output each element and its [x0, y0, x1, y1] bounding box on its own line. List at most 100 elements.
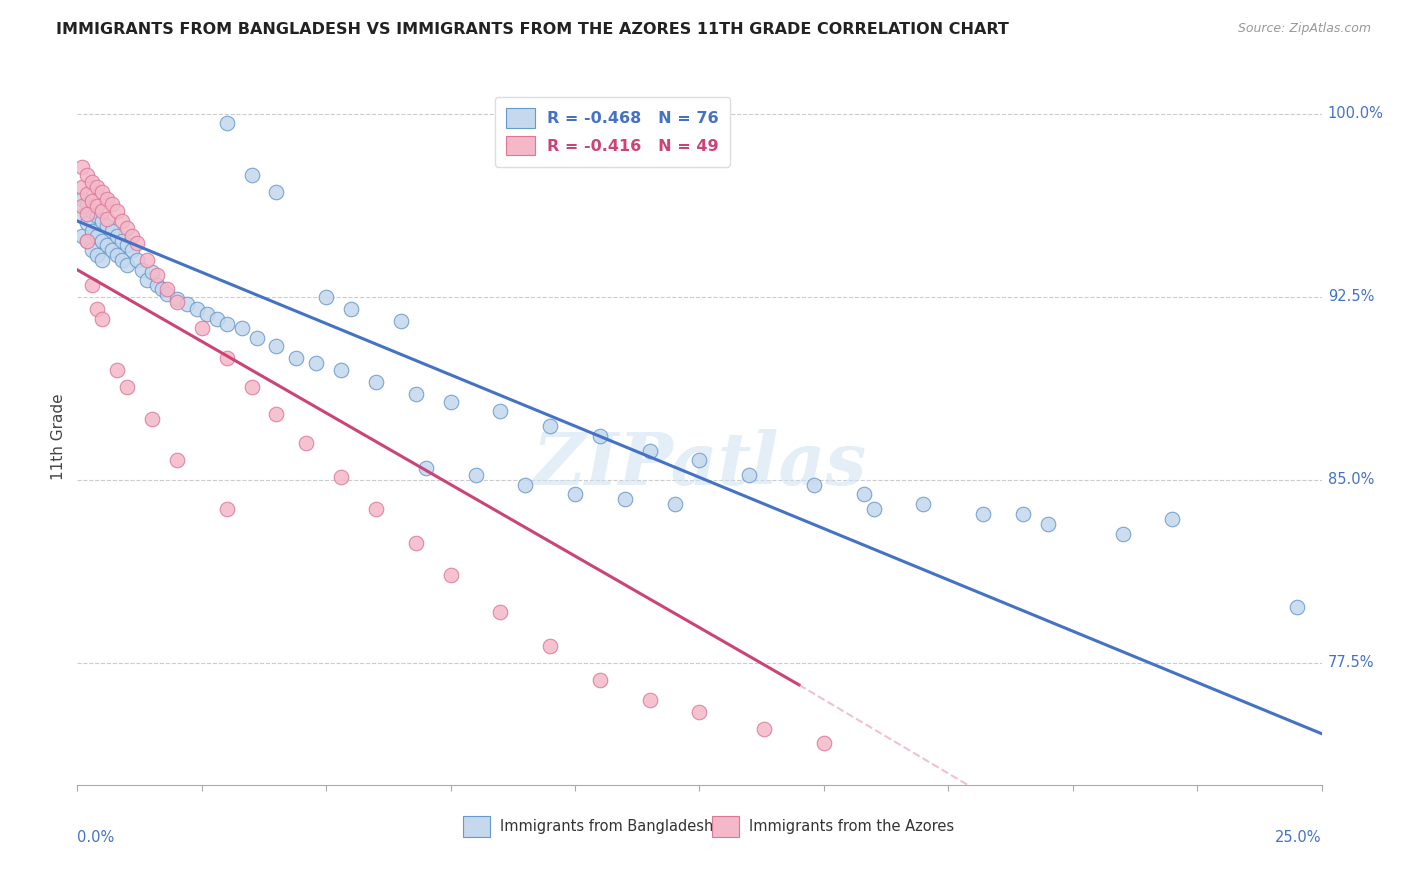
Point [638, 443, 661, 458]
Point [86, 301, 108, 316]
Point [364, 375, 387, 389]
Point [315, 290, 337, 304]
Point [105, 228, 128, 243]
Text: 25.0%: 25.0% [1275, 830, 1322, 846]
Point [125, 235, 148, 250]
Point [803, 477, 825, 491]
Point [125, 253, 148, 268]
Point [136, 272, 159, 286]
Point [215, 317, 238, 331]
Point [82, 194, 104, 209]
Point [166, 292, 188, 306]
Point [131, 263, 153, 277]
Point [76, 197, 98, 211]
Point [266, 185, 288, 199]
Point [215, 116, 238, 130]
Point [538, 419, 561, 434]
Text: 77.5%: 77.5% [1327, 656, 1374, 671]
Point [1161, 512, 1184, 526]
Point [489, 404, 512, 418]
Point [115, 238, 138, 252]
Point [72, 179, 94, 194]
Point [91, 311, 114, 326]
Text: 0.0%: 0.0% [77, 830, 114, 846]
Y-axis label: 11th Grade: 11th Grade [51, 393, 66, 481]
Point [146, 268, 169, 282]
Text: IMMIGRANTS FROM BANGLADESH VS IMMIGRANTS FROM THE AZORES 11TH GRADE CORRELATION : IMMIGRANTS FROM BANGLADESH VS IMMIGRANTS… [56, 22, 1010, 37]
Point [186, 301, 208, 316]
Point [240, 168, 263, 182]
Point [440, 394, 463, 409]
Point [295, 436, 318, 450]
Point [215, 502, 238, 516]
Text: 92.5%: 92.5% [1327, 289, 1374, 304]
Point [115, 258, 138, 272]
Point [912, 497, 935, 511]
Point [240, 380, 263, 394]
Point [852, 487, 875, 501]
Point [82, 244, 104, 258]
Point [1285, 599, 1308, 614]
Point [738, 467, 761, 482]
Point [689, 453, 711, 467]
Point [72, 161, 94, 175]
Point [91, 185, 114, 199]
Text: Source: ZipAtlas.com: Source: ZipAtlas.com [1237, 22, 1371, 36]
Point [613, 492, 636, 507]
Point [266, 338, 288, 352]
Point [589, 673, 612, 687]
Point [96, 219, 118, 233]
Point [538, 639, 561, 653]
Point [72, 228, 94, 243]
Point [1111, 526, 1133, 541]
Point [82, 175, 104, 189]
Point [166, 453, 188, 467]
Text: 85.0%: 85.0% [1327, 472, 1374, 487]
Point [489, 605, 512, 619]
Point [96, 192, 118, 206]
Point [86, 199, 108, 213]
Point [231, 321, 253, 335]
Bar [463, 816, 491, 837]
Point [82, 224, 104, 238]
Point [813, 736, 835, 750]
Point [86, 248, 108, 262]
Point [564, 487, 586, 501]
Point [101, 224, 124, 238]
Text: Immigrants from the Azores: Immigrants from the Azores [749, 819, 955, 834]
Point [972, 507, 994, 521]
Point [76, 234, 98, 248]
Point [72, 199, 94, 213]
Point [86, 209, 108, 223]
Point [405, 387, 427, 401]
Point [76, 234, 98, 248]
Point [330, 470, 353, 484]
Point [96, 238, 118, 252]
Point [589, 429, 612, 443]
Point [141, 411, 163, 425]
Point [405, 536, 427, 550]
Point [305, 356, 328, 370]
Point [136, 253, 159, 268]
Point [76, 168, 98, 182]
Point [389, 314, 412, 328]
Point [91, 234, 114, 248]
Point [285, 351, 308, 365]
Point [105, 363, 128, 377]
Point [101, 244, 124, 258]
Point [86, 179, 108, 194]
Point [91, 204, 114, 219]
Point [105, 248, 128, 262]
Point [1036, 516, 1059, 531]
Point [72, 192, 94, 206]
Point [515, 477, 537, 491]
Point [215, 351, 238, 365]
Point [111, 214, 134, 228]
Point [191, 321, 214, 335]
Point [76, 207, 98, 221]
Point [111, 253, 134, 268]
Point [76, 217, 98, 231]
Point [364, 502, 387, 516]
Point [91, 253, 114, 268]
Point [146, 277, 169, 292]
